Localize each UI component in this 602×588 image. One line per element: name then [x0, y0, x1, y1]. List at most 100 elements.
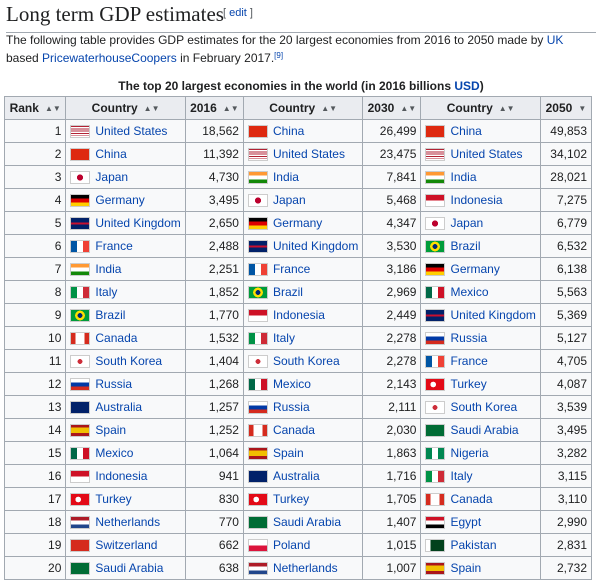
country-link[interactable]: China: [450, 123, 482, 138]
country-link[interactable]: Mexico: [95, 445, 134, 460]
flag-icon: [425, 355, 446, 369]
table-row: 7 India 2,251 France 3,186 Germany 6,138: [3, 257, 593, 281]
country-link[interactable]: Russia: [95, 376, 133, 391]
country-link[interactable]: Canada: [450, 491, 493, 506]
flag-icon: [247, 240, 268, 254]
country-link[interactable]: Germany: [272, 215, 323, 230]
country-link[interactable]: France: [450, 353, 488, 368]
country-link[interactable]: Saudi Arabia: [450, 422, 519, 437]
country-link[interactable]: Italy: [95, 284, 118, 299]
value-cell-2050: 4,087: [539, 372, 593, 396]
country-link[interactable]: China: [272, 123, 305, 138]
country-link[interactable]: China: [95, 146, 127, 161]
country-link[interactable]: Brazil: [95, 307, 126, 322]
country-link[interactable]: Indonesia: [95, 468, 148, 483]
value-cell-2016: 2,650: [184, 211, 244, 235]
country-link[interactable]: United States: [272, 146, 345, 161]
link-usd[interactable]: USD: [454, 79, 480, 93]
country-link[interactable]: France: [272, 261, 311, 276]
country-link[interactable]: Switzerland: [95, 537, 158, 552]
country-link[interactable]: Spain: [95, 422, 127, 437]
table-row: 3 Japan 4,730 India 7,841 India 28,021: [3, 165, 593, 189]
country-link[interactable]: South Korea: [272, 353, 340, 368]
country-link[interactable]: Netherlands: [272, 560, 338, 575]
link-uk[interactable]: UK: [546, 33, 564, 47]
country-link[interactable]: Germany: [450, 261, 500, 276]
reference-link[interactable]: [9]: [274, 51, 284, 60]
country-link[interactable]: Poland: [272, 537, 311, 552]
country-link[interactable]: Spain: [450, 560, 482, 575]
country-link[interactable]: Japan: [95, 169, 129, 184]
country-link[interactable]: Indonesia: [450, 192, 503, 207]
section-title: Long term GDP estimates: [6, 2, 224, 26]
country-link[interactable]: Mexico: [272, 376, 311, 391]
country-cell-2030: United Kingdom: [242, 234, 364, 258]
country-link[interactable]: Nigeria: [450, 445, 489, 460]
country-link[interactable]: Germany: [95, 192, 145, 207]
table-row: 20 Saudi Arabia 638 Netherlands 1,007 Spain 2,…: [3, 556, 593, 580]
country-link[interactable]: Turkey: [272, 491, 310, 506]
sort-icon: ▲▼: [400, 104, 417, 114]
country-link[interactable]: Netherlands: [95, 514, 161, 529]
value-cell-2016: 941: [184, 464, 244, 488]
value-cell-2050: 6,779: [539, 211, 593, 235]
country-cell-2016: China: [65, 142, 186, 166]
country-link[interactable]: Saudi Arabia: [95, 560, 164, 575]
country-link[interactable]: Australia: [272, 468, 320, 483]
edit-link[interactable]: edit: [229, 7, 247, 19]
header-2030[interactable]: 2030 ▲▼: [362, 96, 422, 120]
country-link[interactable]: Italy: [272, 330, 295, 345]
header-country-2050[interactable]: Country ▲▼: [420, 96, 541, 120]
value-cell-2030: 1,705: [362, 487, 422, 511]
country-link[interactable]: Japan: [450, 215, 484, 230]
flag-icon: [247, 309, 268, 323]
table-row: 18 Netherlands 770 Saudi Arabia 1,407 Egypt 2,…: [3, 510, 593, 534]
value-cell-2016: 3,495: [184, 188, 244, 212]
country-link[interactable]: Indonesia: [272, 307, 325, 322]
country-link[interactable]: Russia: [272, 399, 310, 414]
country-link[interactable]: Egypt: [450, 514, 482, 529]
country-cell-2016: Saudi Arabia: [65, 556, 186, 580]
country-link[interactable]: Japan: [272, 192, 306, 207]
country-link[interactable]: Pakistan: [450, 537, 497, 552]
country-link[interactable]: United Kingdom: [272, 238, 359, 253]
country-link[interactable]: United States: [95, 123, 168, 138]
country-link[interactable]: Mexico: [450, 284, 489, 299]
country-link[interactable]: Australia: [95, 399, 143, 414]
link-pwc[interactable]: PricewaterhouseCoopers: [42, 51, 177, 65]
country-cell-2050: Germany: [420, 257, 541, 281]
value-cell-2030: 3,186: [362, 257, 422, 281]
flag-icon: [247, 539, 268, 553]
country-link[interactable]: Saudi Arabia: [272, 514, 341, 529]
country-link[interactable]: Spain: [272, 445, 304, 460]
country-link[interactable]: Canada: [272, 422, 315, 437]
country-link[interactable]: South Korea: [450, 399, 518, 414]
country-link[interactable]: Russia: [450, 330, 488, 345]
country-cell-2030: France: [242, 257, 364, 281]
country-link[interactable]: Turkey: [95, 491, 132, 506]
header-country-2016[interactable]: Country ▲▼: [65, 96, 186, 120]
country-link[interactable]: India: [450, 169, 477, 184]
flag-icon: [247, 125, 268, 139]
table-row: 17 Turkey 830 Turkey 1,705 Canada 3,110: [3, 487, 593, 511]
header-2050[interactable]: 2050 ▼: [539, 96, 593, 120]
country-link[interactable]: United Kingdom: [95, 215, 181, 230]
country-link[interactable]: United Kingdom: [450, 307, 536, 322]
country-link[interactable]: France: [95, 238, 133, 253]
country-link[interactable]: Brazil: [272, 284, 303, 299]
country-link[interactable]: Canada: [95, 330, 138, 345]
country-link[interactable]: United States: [450, 146, 523, 161]
country-link[interactable]: India: [95, 261, 122, 276]
header-rank[interactable]: Rank ▲▼: [3, 96, 67, 120]
value-cell-2050: 2,990: [539, 510, 593, 534]
flag-icon: [425, 470, 446, 484]
country-link[interactable]: Italy: [450, 468, 473, 483]
country-cell-2050: Turkey: [420, 372, 541, 396]
country-link[interactable]: Brazil: [450, 238, 481, 253]
header-country-2030[interactable]: Country ▲▼: [242, 96, 364, 120]
header-2016[interactable]: 2016 ▲▼: [184, 96, 244, 120]
country-link[interactable]: South Korea: [95, 353, 163, 368]
country-link[interactable]: Turkey: [450, 376, 487, 391]
country-link[interactable]: India: [272, 169, 299, 184]
value-cell-2030: 5,468: [362, 188, 422, 212]
